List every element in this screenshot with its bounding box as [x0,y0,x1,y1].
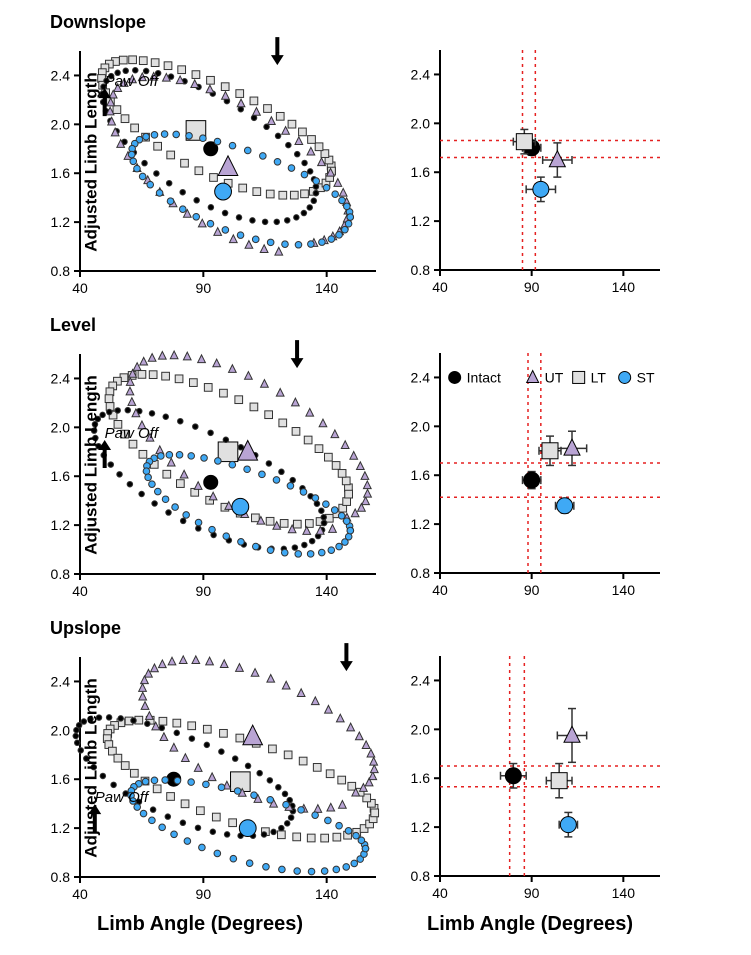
svg-text:140: 140 [315,280,339,296]
svg-text:40: 40 [432,582,448,598]
svg-text:2.4: 2.4 [51,370,71,386]
svg-text:0.8: 0.8 [411,565,431,581]
svg-text:1.2: 1.2 [411,516,431,532]
summary-chart: 40 90 140 0.8 1.2 1.6 2.0 2.4 Intact UT LT ST [390,335,670,615]
panel-title: Upslope [50,618,390,639]
svg-text:90: 90 [524,885,540,901]
svg-text:40: 40 [72,583,88,599]
svg-text:1.6: 1.6 [411,770,431,786]
svg-text:Paw Off: Paw Off [105,73,160,90]
svg-text:Intact: Intact [467,369,501,385]
svg-text:90: 90 [196,583,212,599]
figure-container: Downslope Adjusted Limb Length 40 90 140 0.8 1… [10,10,751,936]
svg-text:140: 140 [612,885,636,901]
svg-text:40: 40 [432,885,448,901]
svg-text:2.0: 2.0 [411,721,431,737]
svg-text:ST: ST [637,369,655,385]
svg-text:2.0: 2.0 [51,116,71,132]
svg-text:Paw Contact: Paw Contact [304,639,390,643]
svg-text:40: 40 [72,886,88,902]
svg-text:90: 90 [524,279,540,295]
svg-text:1.6: 1.6 [411,467,431,483]
svg-text:90: 90 [196,280,212,296]
svg-text:0.8: 0.8 [411,262,431,278]
svg-text:0.8: 0.8 [411,868,431,884]
summary-chart: 40 90 140 0.8 1.2 1.6 2.0 2.4 [390,638,670,918]
svg-text:UT: UT [545,369,564,385]
svg-text:2.4: 2.4 [411,66,431,82]
svg-text:2.4: 2.4 [51,673,71,689]
svg-text:Paw Contact: Paw Contact [235,33,321,37]
summary-chart: 40 90 140 0.8 1.2 1.6 2.0 2.4 [390,32,670,312]
svg-text:1.2: 1.2 [51,820,71,836]
orbit-chart: 40 90 140 0.8 1.2 1.6 2.0 2.4 Paw Contact Paw Off [10,33,390,313]
svg-text:1.2: 1.2 [411,819,431,835]
svg-text:2.4: 2.4 [411,672,431,688]
svg-text:0.8: 0.8 [51,263,71,279]
svg-text:Paw Off: Paw Off [95,789,150,806]
panel-title: Downslope [50,12,390,33]
y-axis-label: Adjusted Limb Length [82,375,102,554]
svg-text:LT: LT [591,369,607,385]
svg-text:40: 40 [72,280,88,296]
svg-text:2.0: 2.0 [411,418,431,434]
svg-text:140: 140 [315,583,339,599]
panel-title: Level [50,315,390,336]
svg-text:Paw Contact: Paw Contact [255,336,341,340]
svg-text:1.6: 1.6 [51,771,71,787]
svg-text:0.8: 0.8 [51,869,71,885]
svg-text:1.6: 1.6 [51,165,71,181]
svg-text:2.4: 2.4 [411,369,431,385]
svg-text:90: 90 [524,582,540,598]
svg-text:140: 140 [612,279,636,295]
svg-text:140: 140 [315,886,339,902]
svg-text:1.6: 1.6 [51,468,71,484]
orbit-chart: 40 90 140 0.8 1.2 1.6 2.0 2.4 Paw Contact Paw Off [10,639,390,919]
svg-text:1.2: 1.2 [51,517,71,533]
svg-text:1.2: 1.2 [411,213,431,229]
svg-text:2.0: 2.0 [411,115,431,131]
svg-text:2.0: 2.0 [51,722,71,738]
svg-text:1.2: 1.2 [51,214,71,230]
svg-text:2.4: 2.4 [51,67,71,83]
svg-text:1.6: 1.6 [411,164,431,180]
svg-text:Paw Off: Paw Off [105,425,160,442]
orbit-chart: 40 90 140 0.8 1.2 1.6 2.0 2.4 Paw Contact Paw Off [10,336,390,616]
y-axis-label: Adjusted Limb Length [82,678,102,857]
y-axis-label: Adjusted Limb Length [82,72,102,251]
svg-text:140: 140 [612,582,636,598]
svg-text:90: 90 [196,886,212,902]
svg-text:40: 40 [432,279,448,295]
svg-text:0.8: 0.8 [51,566,71,582]
svg-text:2.0: 2.0 [51,419,71,435]
